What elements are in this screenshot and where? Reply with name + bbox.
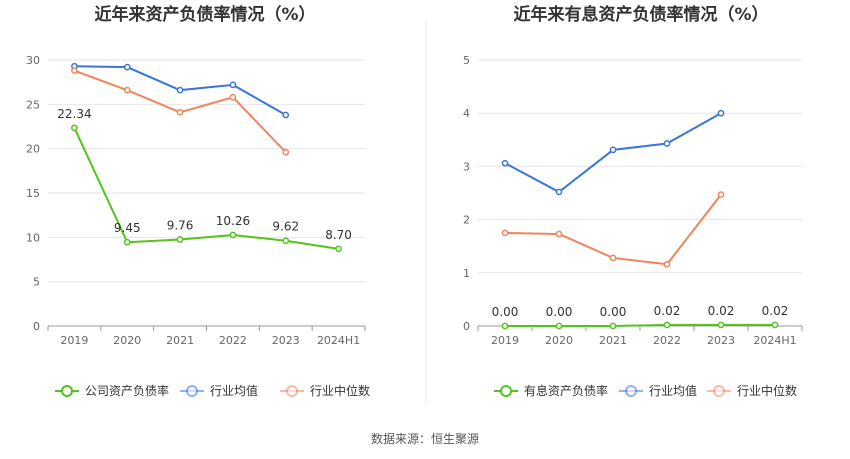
legend-marker-icon [186, 385, 198, 397]
legend-label: 有息资产负债率 [524, 383, 608, 398]
legend-marker-icon [625, 385, 637, 397]
x-tick-label: 2021 [166, 334, 194, 347]
data-point-company[interactable] [71, 124, 78, 132]
data-point-industry-median[interactable] [609, 254, 617, 262]
y-tick-label: 25 [26, 98, 40, 111]
legend-label: 行业中位数 [310, 383, 370, 398]
data-point-industry-mean[interactable] [229, 81, 237, 89]
data-point-company[interactable] [123, 238, 131, 246]
x-tick-label: 2019 [491, 334, 519, 347]
y-tick-label: 20 [26, 143, 40, 156]
data-label: 22.34 [57, 107, 91, 121]
legend-label: 行业均值 [649, 383, 697, 398]
data-point-company[interactable] [501, 322, 509, 330]
legend-marker-icon [500, 385, 512, 397]
legend-item-industry-mean[interactable]: 行业均值 [180, 383, 258, 398]
legend-item-industry-mean[interactable]: 行业均值 [619, 383, 697, 398]
legend-label: 行业均值 [210, 383, 258, 398]
data-point-industry-mean[interactable] [717, 109, 725, 117]
data-label: 9.62 [272, 220, 299, 234]
interest-bearing-debt-ratio-chart: 近年来有息资产负债率情况（%） 0 1 2 3 4 5 2019 2020 2021 2022 202… [463, 4, 803, 398]
y-tick-label: 4 [463, 107, 470, 120]
data-point-company[interactable] [335, 245, 342, 253]
y-tick-label: 30 [26, 54, 40, 67]
data-label: 9.45 [114, 221, 141, 235]
data-label: 0.02 [708, 304, 735, 318]
y-tick-label: 10 [26, 231, 40, 244]
data-point-industry-median[interactable] [176, 108, 184, 116]
data-label: 0.02 [654, 304, 681, 318]
data-label: 0.00 [600, 305, 627, 319]
debt-ratio-chart: 近年来资产负债率情况（%） 0 5 10 15 20 25 30 2019 2020 2021 202… [26, 4, 370, 398]
data-point-industry-mean[interactable] [663, 140, 671, 147]
data-point-company[interactable] [663, 321, 671, 329]
legend-label: 行业中位数 [737, 383, 797, 398]
x-tick-label: 2020 [545, 334, 573, 347]
data-label: 9.76 [167, 218, 194, 232]
x-tick-label: 2022 [653, 334, 681, 347]
y-tick-label: 15 [26, 187, 40, 200]
x-tick-label: 2020 [113, 334, 141, 347]
y-tick-label: 2 [463, 214, 470, 227]
data-label: 0.02 [762, 304, 789, 318]
data-label: 8.70 [325, 228, 352, 242]
data-point-company[interactable] [555, 322, 563, 330]
y-tick-label: 0 [463, 320, 470, 333]
legend-marker-icon [61, 385, 73, 397]
data-point-industry-mean[interactable] [609, 146, 617, 154]
x-tick-label: 2024H1 [317, 334, 360, 347]
series-line-industry-median [504, 193, 722, 266]
data-point-company[interactable] [717, 321, 725, 329]
data-point-industry-mean[interactable] [555, 188, 563, 196]
x-tick-label: 2023 [707, 334, 735, 347]
x-tick-label: 2019 [60, 334, 88, 347]
data-label: 0.00 [546, 305, 573, 319]
series-line-company [73, 127, 339, 250]
x-tick-label: 2024H1 [753, 334, 796, 347]
series-line-company [505, 323, 775, 327]
chart-title: 近年来有息资产负债率情况（%） [513, 4, 768, 25]
y-tick-label: 3 [463, 160, 470, 173]
legend-label: 公司资产负债率 [85, 383, 169, 398]
data-source: 数据来源：恒生聚源 [371, 431, 479, 446]
data-point-company[interactable] [176, 236, 184, 243]
data-point-industry-median[interactable] [501, 229, 509, 237]
data-point-company[interactable] [771, 321, 779, 329]
data-point-industry-median[interactable] [71, 67, 78, 74]
y-tick-label: 5 [463, 54, 470, 67]
data-label: 0.00 [492, 305, 519, 319]
data-point-industry-mean[interactable] [501, 159, 509, 167]
x-tick-label: 2023 [272, 334, 300, 347]
y-tick-label: 5 [33, 276, 40, 289]
data-point-industry-mean[interactable] [176, 86, 184, 94]
data-point-industry-median[interactable] [123, 86, 131, 94]
data-point-industry-median[interactable] [555, 230, 563, 238]
legend-item-company[interactable]: 有息资产负债率 [494, 383, 608, 398]
data-point-industry-median[interactable] [282, 148, 290, 156]
x-tick-label: 2021 [599, 334, 627, 347]
data-point-industry-mean[interactable] [282, 111, 290, 119]
data-point-industry-median[interactable] [229, 93, 237, 101]
data-point-company[interactable] [282, 237, 290, 245]
chart-title: 近年来资产负债率情况（%） [94, 4, 315, 25]
y-tick-label: 1 [463, 267, 470, 280]
data-point-company[interactable] [229, 231, 237, 239]
data-point-company[interactable] [609, 322, 617, 330]
data-point-industry-median[interactable] [717, 191, 725, 198]
data-point-industry-median[interactable] [663, 260, 671, 268]
legend-item-industry-median[interactable]: 行业中位数 [707, 383, 797, 398]
legend-item-industry-median[interactable]: 行业中位数 [280, 383, 370, 398]
y-tick-label: 0 [33, 320, 40, 333]
data-point-industry-mean[interactable] [123, 63, 131, 71]
data-label: 10.26 [216, 214, 250, 228]
legend-marker-icon [713, 385, 725, 397]
legend-marker-icon [286, 385, 298, 397]
x-tick-label: 2022 [219, 334, 247, 347]
legend-item-company[interactable]: 公司资产负债率 [55, 383, 169, 398]
